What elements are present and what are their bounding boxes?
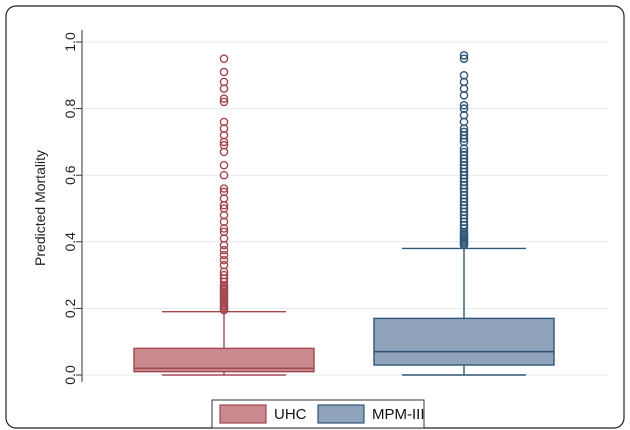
outlier-point: [219, 117, 229, 127]
boxes: [133, 51, 555, 376]
outlier-point: [459, 127, 469, 137]
outlier-point: [219, 160, 229, 170]
outlier-point: [219, 255, 229, 265]
legend-label: UHC: [274, 406, 307, 423]
box-uhc: [133, 54, 315, 376]
outlier-point: [219, 94, 229, 103]
outlier-point: [219, 204, 229, 213]
y-tick-label: 0.4: [62, 232, 78, 252]
outlier-point: [219, 250, 229, 260]
outlier-point: [219, 170, 229, 180]
outlier-point: [219, 97, 229, 107]
box-iqr: [373, 317, 555, 366]
legend-swatch: [219, 404, 267, 424]
y-axis-title: Predicted Mortality: [32, 150, 48, 266]
outlier-point: [219, 245, 229, 255]
y-tick-label: 0.6: [62, 165, 78, 185]
outlier-point: [219, 270, 229, 280]
outlier-point: [219, 140, 229, 150]
outlier-point: [459, 71, 469, 80]
outlier-point: [459, 104, 469, 113]
outlier-point: [219, 77, 229, 87]
outlier-point: [459, 54, 469, 63]
outlier-point: [219, 260, 229, 270]
outlier-point: [219, 184, 229, 193]
outlier-point: [459, 100, 469, 110]
box-iqr: [133, 347, 315, 373]
y-tick-label: 0.0: [62, 365, 78, 385]
y-tick-label: 0.2: [62, 298, 78, 318]
outlier-point: [219, 54, 229, 63]
legend-label: MPM-III: [372, 406, 425, 423]
legend: UHC MPM-III: [211, 399, 425, 429]
outlier-point: [219, 67, 229, 77]
y-tick-label: 0.8: [62, 99, 78, 119]
y-tick-label: 1.0: [62, 32, 78, 52]
y-axis-ticks: 0.0 0.2 0.4 0.6 0.8 1.0: [62, 32, 82, 385]
outlier-point: [219, 227, 229, 237]
outlier-point: [459, 147, 469, 157]
box-mpm-iii: [373, 51, 555, 376]
outlier-point: [219, 187, 229, 197]
legend-swatch: [317, 404, 365, 424]
outlier-point: [459, 51, 469, 60]
